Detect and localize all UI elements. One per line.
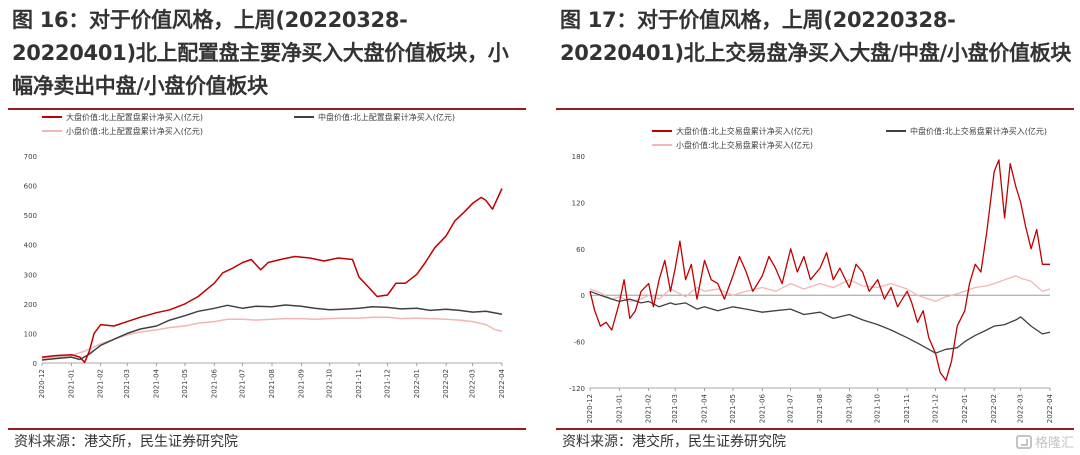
series-line-2 [41, 316, 503, 360]
figure-17: 图 17：对于价值风格，上周(20220328-20220401)北上交易盘净买… [556, 0, 1080, 455]
x-tick-label: 2021-08 [816, 394, 824, 423]
figure-title: 图 16：对于价值风格，上周(20220328-20220401)北上配置盘主要… [12, 8, 509, 98]
x-tick-label: 2021-06 [758, 393, 766, 423]
y-tick-label: 100 [24, 330, 37, 338]
x-tick-label: 2021-02 [97, 369, 105, 398]
y-tick-label: 120 [572, 199, 585, 207]
legend-label: 大盘价值:北上配置盘累计净买入(亿元) [66, 112, 203, 122]
legend-label: 中盘价值:北上交易盘累计净买入(亿元) [910, 126, 1047, 136]
figure-16: 图 16：对于价值风格，上周(20220328-20220401)北上配置盘主要… [8, 0, 538, 455]
title-divider [8, 108, 526, 110]
y-tick-label: 700 [24, 153, 37, 161]
x-tick-label: 2021-03 [123, 369, 131, 398]
x-tick-label: 2021-12 [931, 394, 939, 423]
x-tick-label: 2021-04 [153, 368, 161, 398]
series-line-1 [589, 290, 1051, 354]
y-tick-label: 200 [24, 301, 37, 309]
watermark-text: 格隆汇 [1034, 436, 1074, 451]
x-tick-label: 2021-11 [355, 369, 363, 398]
y-tick-label: 60 [576, 246, 585, 254]
x-tick-label: 2021-06 [210, 368, 218, 398]
series-line-1 [41, 304, 503, 361]
x-tick-label: 2022-01 [413, 369, 421, 398]
y-tick-label: 0 [33, 360, 37, 368]
y-tick-label: -60 [574, 339, 585, 347]
y-tick-label: 0 [581, 292, 585, 300]
x-tick-label: 2021-10 [874, 394, 882, 423]
x-tick-label: 2022-04 [1046, 393, 1054, 423]
series-group [589, 159, 1051, 381]
x-tick-label: 2021-07 [787, 394, 795, 423]
y-tick-label: 600 [24, 183, 37, 191]
x-tick-label: 2021-08 [268, 369, 276, 398]
source-divider [8, 428, 526, 430]
chart-area: 0 100 200 300 400 500 600 700 2020-12 2021-01 2021… [24, 112, 506, 398]
watermark-logo-icon [1015, 434, 1032, 449]
x-tick-label: 2021-12 [383, 369, 391, 398]
x-tick-label: 2022-03 [1017, 394, 1025, 423]
x-tick-label: 2021-09 [845, 394, 853, 423]
x-tick-label: 2021-10 [326, 369, 334, 398]
x-tick-label: 2021-09 [297, 369, 305, 398]
chart-area: -120 -60 0 60 120 180 2020-12 2021-01 2021-02 202… [569, 126, 1054, 423]
x-tick-label: 2022-01 [961, 394, 969, 423]
x-tick-label: 2021-01 [615, 394, 623, 423]
x-tick-label: 2021-03 [671, 394, 679, 423]
x-tick-label: 2020-12 [38, 369, 46, 398]
y-tick-label: 500 [24, 212, 37, 220]
x-tick-label: 2020-12 [586, 394, 594, 423]
series-line-2 [589, 275, 1051, 303]
series-line-0 [41, 188, 503, 364]
x-tick-label: 2022-04 [498, 368, 506, 398]
y-tick-label: 400 [24, 242, 37, 250]
watermark: 格隆汇 [1015, 432, 1074, 451]
series-line-0 [589, 159, 1050, 381]
x-tick-label: 2022-02 [442, 369, 450, 398]
series-group [41, 188, 503, 364]
x-tick-label: 2021-05 [729, 394, 737, 423]
x-tick-label: 2022-03 [469, 369, 477, 398]
legend-label: 中盘价值:北上配置盘累计净买入(亿元) [318, 112, 455, 122]
legend-label: 大盘价值:北上交易盘累计净买入(亿元) [676, 126, 813, 136]
x-tick-label: 2021-07 [239, 369, 247, 398]
source-note: 资料来源：港交所，民生证券研究院 [562, 434, 786, 450]
legend-label: 小盘价值:北上交易盘累计净买入(亿元) [676, 140, 813, 150]
y-tick-label: 300 [24, 271, 37, 279]
y-tick-label: 180 [572, 153, 585, 161]
legend: 大盘价值:北上配置盘累计净买入(亿元) 中盘价值:北上配置盘累计净买入(亿元) 小盘… [42, 112, 455, 136]
source-note: 资料来源：港交所，民生证券研究院 [14, 434, 238, 450]
axes: -120 -60 0 60 120 180 2020-12 2021-01 2021-02 202… [569, 153, 1054, 423]
x-tick-label: 2021-05 [181, 369, 189, 398]
x-tick-label: 2022-02 [990, 394, 998, 423]
figure-title: 图 17：对于价值风格，上周(20220328-20220401)北上交易盘净买… [560, 8, 1072, 65]
x-tick-label: 2021-01 [67, 369, 75, 398]
x-tick-label: 2021-11 [903, 394, 911, 423]
source-divider [556, 428, 1074, 430]
title-divider [556, 108, 1074, 110]
legend-label: 小盘价值:北上配置盘累计净买入(亿元) [66, 126, 203, 136]
x-tick-label: 2021-04 [701, 393, 709, 423]
x-tick-label: 2021-02 [645, 394, 653, 423]
axes: 0 100 200 300 400 500 600 700 2020-12 2021-01 2021… [24, 153, 506, 398]
y-tick-label: -120 [569, 385, 585, 393]
legend: 大盘价值:北上交易盘累计净买入(亿元) 中盘价值:北上交易盘累计净买入(亿元) 小盘… [652, 126, 1047, 150]
